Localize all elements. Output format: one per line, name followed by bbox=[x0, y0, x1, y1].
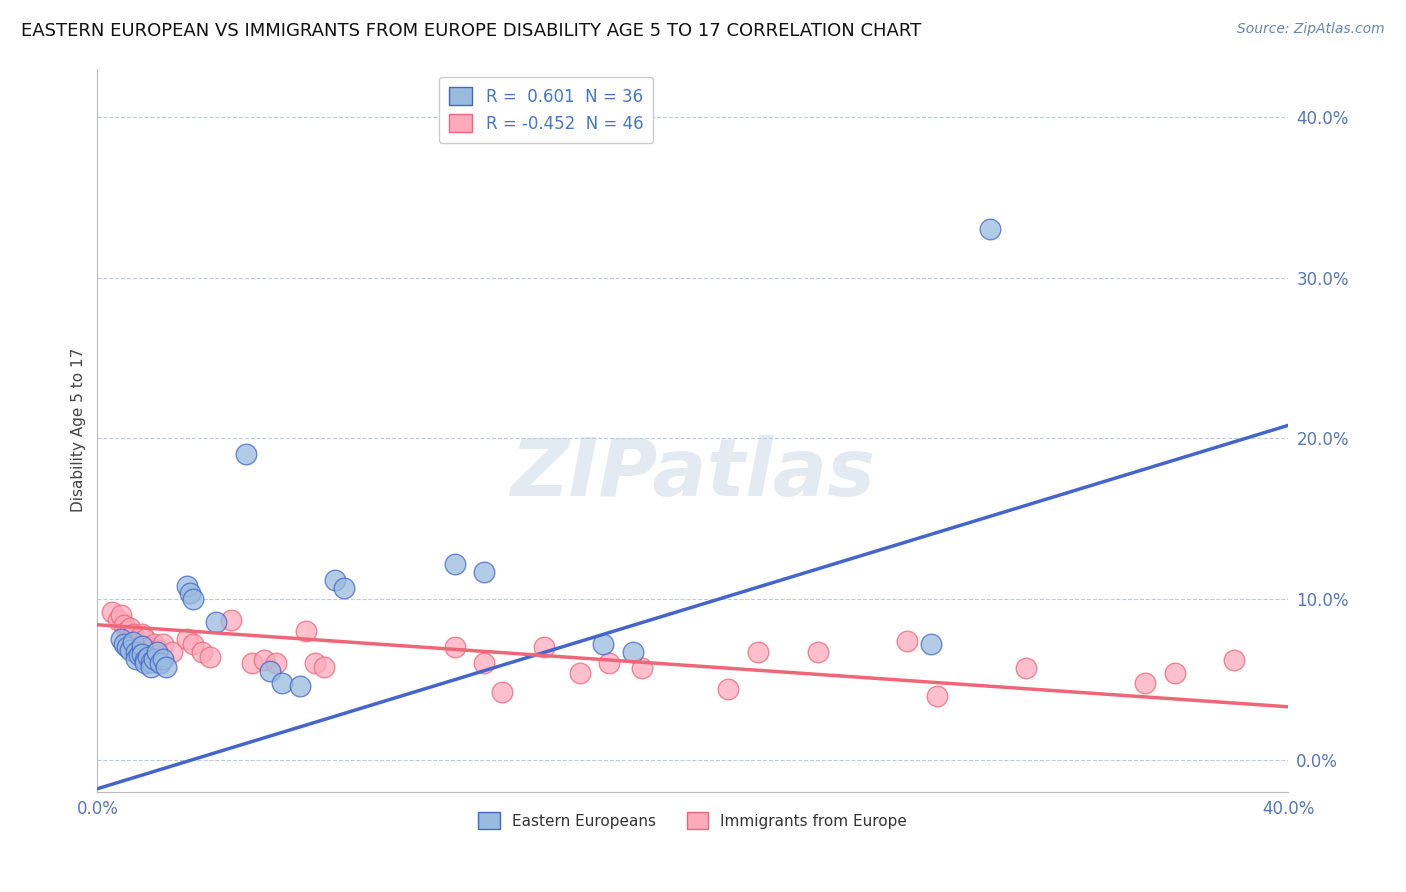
Point bbox=[1223, 653, 1246, 667]
Point bbox=[598, 657, 620, 671]
Point bbox=[325, 573, 347, 587]
Point bbox=[139, 645, 162, 659]
Point bbox=[115, 624, 138, 639]
Point bbox=[160, 645, 183, 659]
Point bbox=[112, 637, 135, 651]
Point bbox=[122, 627, 145, 641]
Point bbox=[155, 659, 177, 673]
Point bbox=[807, 645, 830, 659]
Point bbox=[131, 647, 153, 661]
Point bbox=[115, 640, 138, 655]
Point bbox=[1133, 675, 1156, 690]
Point bbox=[110, 608, 132, 623]
Point bbox=[747, 645, 769, 659]
Point bbox=[592, 637, 614, 651]
Point bbox=[270, 675, 292, 690]
Point bbox=[979, 222, 1001, 236]
Point bbox=[107, 613, 129, 627]
Point bbox=[472, 565, 495, 579]
Point bbox=[253, 653, 276, 667]
Point bbox=[134, 632, 156, 647]
Text: Source: ZipAtlas.com: Source: ZipAtlas.com bbox=[1237, 22, 1385, 37]
Point bbox=[125, 633, 148, 648]
Point bbox=[128, 637, 150, 651]
Legend: Eastern Europeans, Immigrants from Europe: Eastern Europeans, Immigrants from Europ… bbox=[472, 806, 912, 835]
Point bbox=[176, 579, 198, 593]
Point bbox=[120, 643, 142, 657]
Point bbox=[221, 613, 243, 627]
Point bbox=[136, 649, 159, 664]
Point bbox=[142, 651, 165, 665]
Point bbox=[131, 627, 153, 641]
Point bbox=[333, 581, 356, 595]
Point bbox=[312, 659, 335, 673]
Point bbox=[115, 631, 138, 645]
Point bbox=[533, 640, 555, 655]
Point bbox=[443, 557, 465, 571]
Point bbox=[136, 640, 159, 655]
Point bbox=[259, 665, 281, 679]
Point bbox=[134, 657, 156, 671]
Text: EASTERN EUROPEAN VS IMMIGRANTS FROM EUROPE DISABILITY AGE 5 TO 17 CORRELATION CH: EASTERN EUROPEAN VS IMMIGRANTS FROM EURO… bbox=[21, 22, 921, 40]
Point bbox=[294, 624, 316, 639]
Point bbox=[181, 637, 204, 651]
Point bbox=[235, 447, 257, 461]
Text: ZIPatlas: ZIPatlas bbox=[510, 434, 875, 513]
Point bbox=[149, 657, 172, 671]
Point bbox=[139, 655, 162, 669]
Point bbox=[896, 633, 918, 648]
Point bbox=[288, 679, 311, 693]
Point bbox=[176, 632, 198, 647]
Point bbox=[146, 643, 169, 657]
Point bbox=[122, 635, 145, 649]
Point bbox=[205, 615, 228, 629]
Point bbox=[1164, 665, 1187, 680]
Point bbox=[717, 682, 740, 697]
Point bbox=[264, 657, 287, 671]
Point bbox=[142, 637, 165, 651]
Point bbox=[134, 653, 156, 667]
Point bbox=[152, 651, 174, 665]
Point bbox=[125, 645, 148, 659]
Point bbox=[925, 689, 948, 703]
Point bbox=[128, 648, 150, 663]
Y-axis label: Disability Age 5 to 17: Disability Age 5 to 17 bbox=[72, 348, 86, 512]
Point bbox=[240, 657, 263, 671]
Point bbox=[101, 605, 124, 619]
Point bbox=[110, 632, 132, 647]
Point bbox=[491, 685, 513, 699]
Point bbox=[1015, 661, 1038, 675]
Point bbox=[131, 640, 153, 655]
Point bbox=[443, 640, 465, 655]
Point bbox=[125, 651, 148, 665]
Point bbox=[179, 585, 201, 599]
Point bbox=[120, 621, 142, 635]
Point bbox=[568, 665, 591, 680]
Point bbox=[631, 661, 654, 675]
Point bbox=[190, 645, 212, 659]
Point bbox=[146, 645, 169, 659]
Point bbox=[200, 649, 222, 664]
Point bbox=[131, 639, 153, 653]
Point bbox=[152, 637, 174, 651]
Point bbox=[920, 637, 942, 651]
Point bbox=[472, 657, 495, 671]
Point bbox=[621, 645, 644, 659]
Point bbox=[139, 659, 162, 673]
Point bbox=[304, 657, 326, 671]
Point bbox=[112, 617, 135, 632]
Point bbox=[181, 592, 204, 607]
